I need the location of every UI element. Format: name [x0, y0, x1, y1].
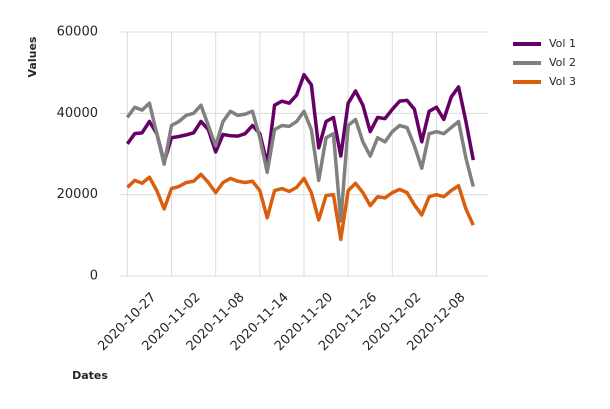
- legend-label: Vol 2: [549, 56, 576, 69]
- y-tick-label: 20000: [57, 187, 98, 202]
- series-line: [125, 101, 475, 223]
- y-axis-label: Values: [26, 36, 39, 77]
- series-line: [126, 172, 475, 242]
- legend-label: Vol 1: [549, 37, 576, 50]
- y-tick-label: 40000: [57, 106, 98, 121]
- x-axis-label: Dates: [72, 369, 108, 382]
- y-tick-label: 0: [90, 269, 98, 284]
- legend-label: Vol 3: [549, 75, 576, 88]
- series-line: [125, 72, 475, 166]
- y-tick-label: 60000: [57, 25, 98, 40]
